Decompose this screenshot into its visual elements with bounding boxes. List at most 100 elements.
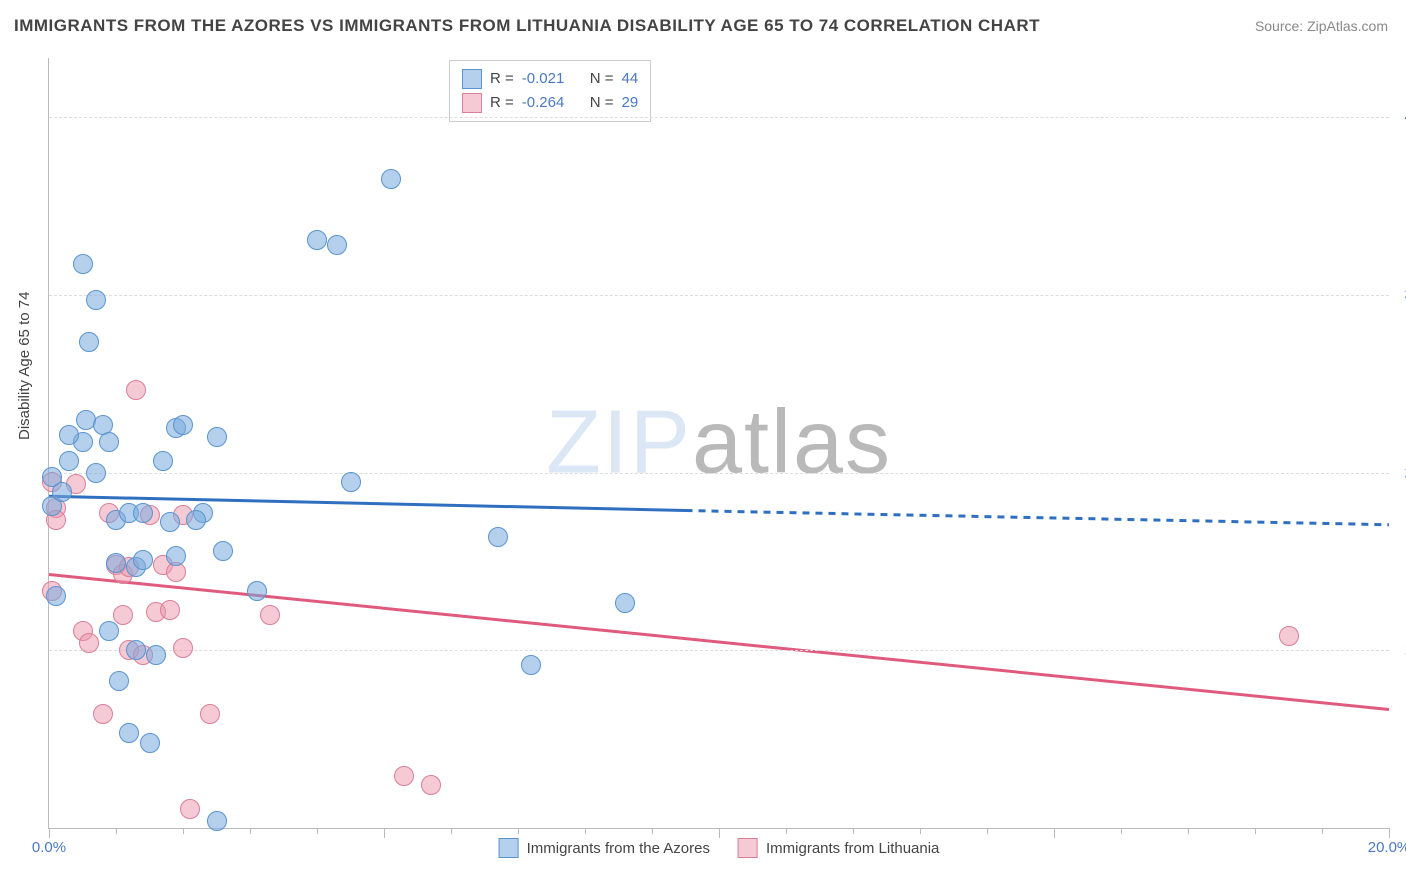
scatter-point-azores: [247, 581, 267, 601]
scatter-point-azores: [59, 451, 79, 471]
x-minor-tick: [1255, 828, 1256, 834]
r-label: R =: [490, 91, 514, 115]
x-minor-tick: [183, 828, 184, 834]
y-axis-label: Disability Age 65 to 74: [16, 292, 33, 440]
plot-area: ZIPatlas R =-0.021N =44R =-0.264N =29 Im…: [48, 58, 1389, 829]
x-minor-tick: [786, 828, 787, 834]
scatter-point-lithuania: [421, 775, 441, 795]
scatter-point-lithuania: [93, 704, 113, 724]
scatter-point-azores: [86, 463, 106, 483]
stat-row: R = -0.021 N = 44: [462, 67, 638, 91]
x-tick-label: 20.0%: [1368, 839, 1406, 856]
scatter-point-azores: [153, 451, 173, 471]
r-value: -0.021: [522, 67, 582, 91]
scatter-point-azores: [207, 427, 227, 447]
x-minor-tick: [987, 828, 988, 834]
x-minor-tick: [518, 828, 519, 834]
gridline: [49, 473, 1389, 474]
x-minor-tick: [116, 828, 117, 834]
scatter-point-azores: [52, 482, 72, 502]
x-major-tick: [719, 828, 720, 838]
scatter-point-azores: [381, 169, 401, 189]
scatter-point-lithuania: [113, 605, 133, 625]
scatter-point-lithuania: [126, 380, 146, 400]
scatter-point-azores: [488, 527, 508, 547]
x-major-tick: [49, 828, 50, 838]
scatter-point-azores: [213, 541, 233, 561]
gridline: [49, 650, 1389, 651]
scatter-point-azores: [99, 432, 119, 452]
stat-row: R = -0.264 N = 29: [462, 91, 638, 115]
scatter-point-azores: [86, 290, 106, 310]
n-label: N =: [590, 91, 614, 115]
legend-item-azores: Immigrants from the Azores: [499, 838, 710, 858]
scatter-point-lithuania: [260, 605, 280, 625]
scatter-point-azores: [73, 254, 93, 274]
scatter-point-azores: [126, 640, 146, 660]
scatter-point-azores: [109, 671, 129, 691]
scatter-point-azores: [119, 723, 139, 743]
n-value: 44: [622, 67, 639, 91]
scatter-point-azores: [166, 546, 186, 566]
chart-title: IMMIGRANTS FROM THE AZORES VS IMMIGRANTS…: [14, 16, 1040, 36]
chart-container: IMMIGRANTS FROM THE AZORES VS IMMIGRANTS…: [0, 0, 1406, 892]
x-major-tick: [1054, 828, 1055, 838]
trend-lines: [49, 58, 1389, 828]
scatter-point-azores: [173, 415, 193, 435]
stat-legend: R = -0.021 N = 44 R = -0.264 N = 29: [449, 60, 651, 122]
scatter-point-lithuania: [180, 799, 200, 819]
scatter-point-lithuania: [79, 633, 99, 653]
scatter-point-azores: [140, 733, 160, 753]
r-value: -0.264: [522, 91, 582, 115]
scatter-point-azores: [341, 472, 361, 492]
x-minor-tick: [451, 828, 452, 834]
x-minor-tick: [1121, 828, 1122, 834]
x-minor-tick: [853, 828, 854, 834]
legend-label: Immigrants from the Azores: [527, 840, 710, 857]
swatch-icon: [462, 93, 482, 113]
scatter-point-azores: [327, 235, 347, 255]
scatter-point-azores: [615, 593, 635, 613]
gridline: [49, 295, 1389, 296]
n-value: 29: [622, 91, 639, 115]
scatter-point-azores: [133, 550, 153, 570]
scatter-point-azores: [207, 811, 227, 831]
x-minor-tick: [652, 828, 653, 834]
legend-label: Immigrants from Lithuania: [766, 840, 939, 857]
scatter-point-azores: [307, 230, 327, 250]
scatter-point-azores: [186, 510, 206, 530]
scatter-point-azores: [146, 645, 166, 665]
gridline: [49, 117, 1389, 118]
scatter-point-azores: [99, 621, 119, 641]
bottom-legend: Immigrants from the Azores Immigrants fr…: [499, 838, 940, 858]
source-label: Source: ZipAtlas.com: [1255, 18, 1388, 34]
scatter-point-azores: [106, 553, 126, 573]
legend-item-lithuania: Immigrants from Lithuania: [738, 838, 939, 858]
x-minor-tick: [250, 828, 251, 834]
scatter-point-azores: [133, 503, 153, 523]
trend-line: [686, 511, 1390, 525]
scatter-point-azores: [59, 425, 79, 445]
scatter-point-lithuania: [394, 766, 414, 786]
x-minor-tick: [317, 828, 318, 834]
scatter-point-lithuania: [200, 704, 220, 724]
scatter-point-azores: [79, 332, 99, 352]
scatter-point-azores: [160, 512, 180, 532]
x-minor-tick: [920, 828, 921, 834]
swatch-icon: [499, 838, 519, 858]
scatter-point-lithuania: [1279, 626, 1299, 646]
scatter-point-lithuania: [173, 638, 193, 658]
swatch-icon: [738, 838, 758, 858]
x-major-tick: [1389, 828, 1390, 838]
x-minor-tick: [585, 828, 586, 834]
n-label: N =: [590, 67, 614, 91]
swatch-icon: [462, 69, 482, 89]
r-label: R =: [490, 67, 514, 91]
scatter-point-azores: [46, 586, 66, 606]
scatter-point-azores: [521, 655, 541, 675]
x-tick-label: 0.0%: [32, 839, 66, 856]
x-minor-tick: [1322, 828, 1323, 834]
x-major-tick: [384, 828, 385, 838]
x-minor-tick: [1188, 828, 1189, 834]
scatter-point-lithuania: [160, 600, 180, 620]
